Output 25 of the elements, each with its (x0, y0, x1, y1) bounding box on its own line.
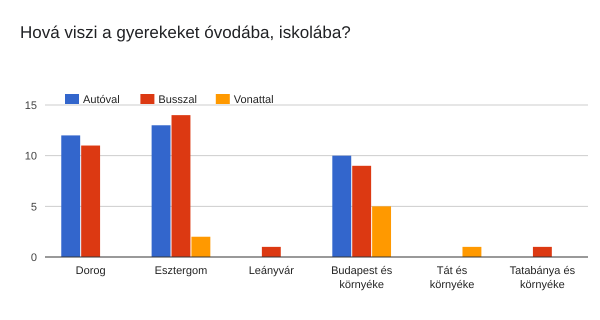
bar (532, 246, 552, 257)
legend-label: Vonattal (234, 94, 274, 106)
bar (332, 156, 352, 257)
y-tick-label: 5 (30, 201, 37, 214)
bar (372, 206, 392, 257)
bar (462, 246, 482, 257)
y-tick-label: 0 (30, 252, 37, 264)
bar (81, 146, 100, 257)
x-tick-label: Dorog (76, 265, 106, 277)
y-tick-label: 15 (24, 100, 37, 112)
legend-label: Busszal (158, 94, 197, 106)
legend-label: Autóval (83, 94, 120, 106)
x-tick-label: Leányvár (248, 265, 294, 277)
x-tick-label: Esztergom (154, 265, 208, 277)
x-tick-label: Budapest és környéke (331, 265, 393, 291)
bar (172, 115, 190, 257)
x-tick-label: Tatabánya és környéke (510, 265, 576, 291)
y-tick-label: 10 (24, 150, 37, 163)
bar (152, 125, 171, 257)
chart-title: Hová viszi a gyerekeket óvodába, iskolába? (20, 23, 351, 42)
x-tick-label: Tát és környéke (430, 265, 474, 291)
bar (262, 246, 281, 257)
bar (352, 166, 372, 257)
bar (61, 135, 80, 257)
bar (191, 236, 210, 257)
